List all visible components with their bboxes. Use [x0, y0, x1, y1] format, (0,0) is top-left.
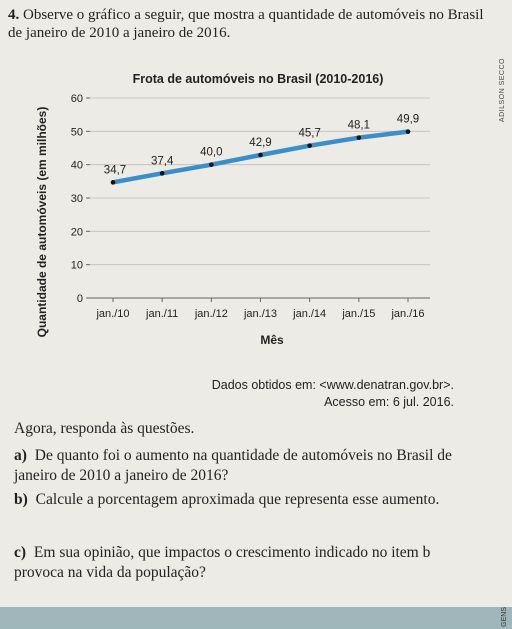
question-text: Observe o gráfico a seguir, que mostra a…	[8, 7, 484, 41]
data-point	[110, 180, 116, 185]
data-label: 40,0	[200, 147, 222, 159]
question-header: 4. Observe o gráfico a seguir, que mostr…	[8, 6, 498, 42]
data-point	[405, 129, 411, 134]
bottom-decorative-bar	[0, 607, 512, 629]
data-label: 49,9	[397, 114, 419, 126]
item-text: Em sua opinião, que impactos o crescimen…	[14, 544, 431, 581]
data-label: 48,1	[348, 120, 370, 132]
source-line-1: Dados obtidos em: <www.denatran.gov.br>.	[211, 378, 454, 392]
y-tick-label: 0	[77, 293, 83, 305]
x-tick-label: jan./11	[145, 308, 178, 320]
y-axis-label: Quantidade de automóveis (em milhões)	[35, 107, 49, 338]
instruction-text: Agora, responda às questões.	[14, 420, 195, 437]
question-item-a: a) De quanto foi o aumento na quantidade…	[14, 446, 484, 486]
data-label: 34,7	[104, 164, 126, 176]
item-letter: c)	[14, 544, 27, 561]
x-tick-label: jan./12	[194, 308, 228, 320]
x-tick-label: jan./14	[292, 308, 326, 320]
question-item-c: c) Em sua opinião, que impactos o cresci…	[14, 543, 484, 583]
source-note: Dados obtidos em: <www.denatran.gov.br>.…	[212, 377, 454, 411]
item-text: Calcule a porcentagem aproximada que rep…	[35, 491, 440, 508]
chart-title: Frota de automóveis no Brasil (2010-2016…	[133, 72, 384, 86]
question-number: 4.	[8, 7, 20, 23]
data-label: 42,9	[249, 137, 271, 149]
data-point	[209, 162, 214, 167]
source-line-2: Acesso em: 6 jul. 2016.	[324, 395, 454, 409]
data-label: 37,4	[151, 155, 174, 167]
x-tick-label: jan./10	[95, 308, 129, 320]
photo-credit-side: ADILSON SECCO	[499, 58, 506, 123]
y-tick-label: 20	[71, 226, 83, 238]
item-letter: a)	[14, 447, 27, 464]
data-label: 45,7	[298, 128, 320, 140]
y-tick-label: 50	[71, 126, 83, 138]
x-axis-label: Mês	[260, 333, 284, 347]
data-point	[307, 143, 312, 148]
y-tick-label: 60	[71, 93, 83, 105]
question-item-b: b) Calcule a porcentagem aproximada que …	[14, 490, 484, 510]
y-tick-label: 30	[71, 193, 83, 205]
y-tick-label: 10	[71, 260, 83, 272]
line-chart: Frota de automóveis no Brasil (2010-2016…	[35, 72, 430, 347]
data-point	[356, 135, 362, 140]
data-point	[258, 152, 263, 158]
x-tick-label: jan./16	[390, 308, 424, 320]
x-tick-label: jan./13	[243, 308, 277, 320]
item-text: De quanto foi o aumento na quantidade de…	[14, 447, 452, 484]
chart-container: Frota de automóveis no Brasil (2010-2016…	[0, 50, 512, 360]
photo-credit-bottom: GENS	[501, 607, 508, 627]
data-point	[159, 171, 165, 176]
x-tick-label: jan./15	[341, 308, 375, 320]
y-tick-label: 40	[71, 160, 83, 172]
item-letter: b)	[14, 491, 28, 508]
